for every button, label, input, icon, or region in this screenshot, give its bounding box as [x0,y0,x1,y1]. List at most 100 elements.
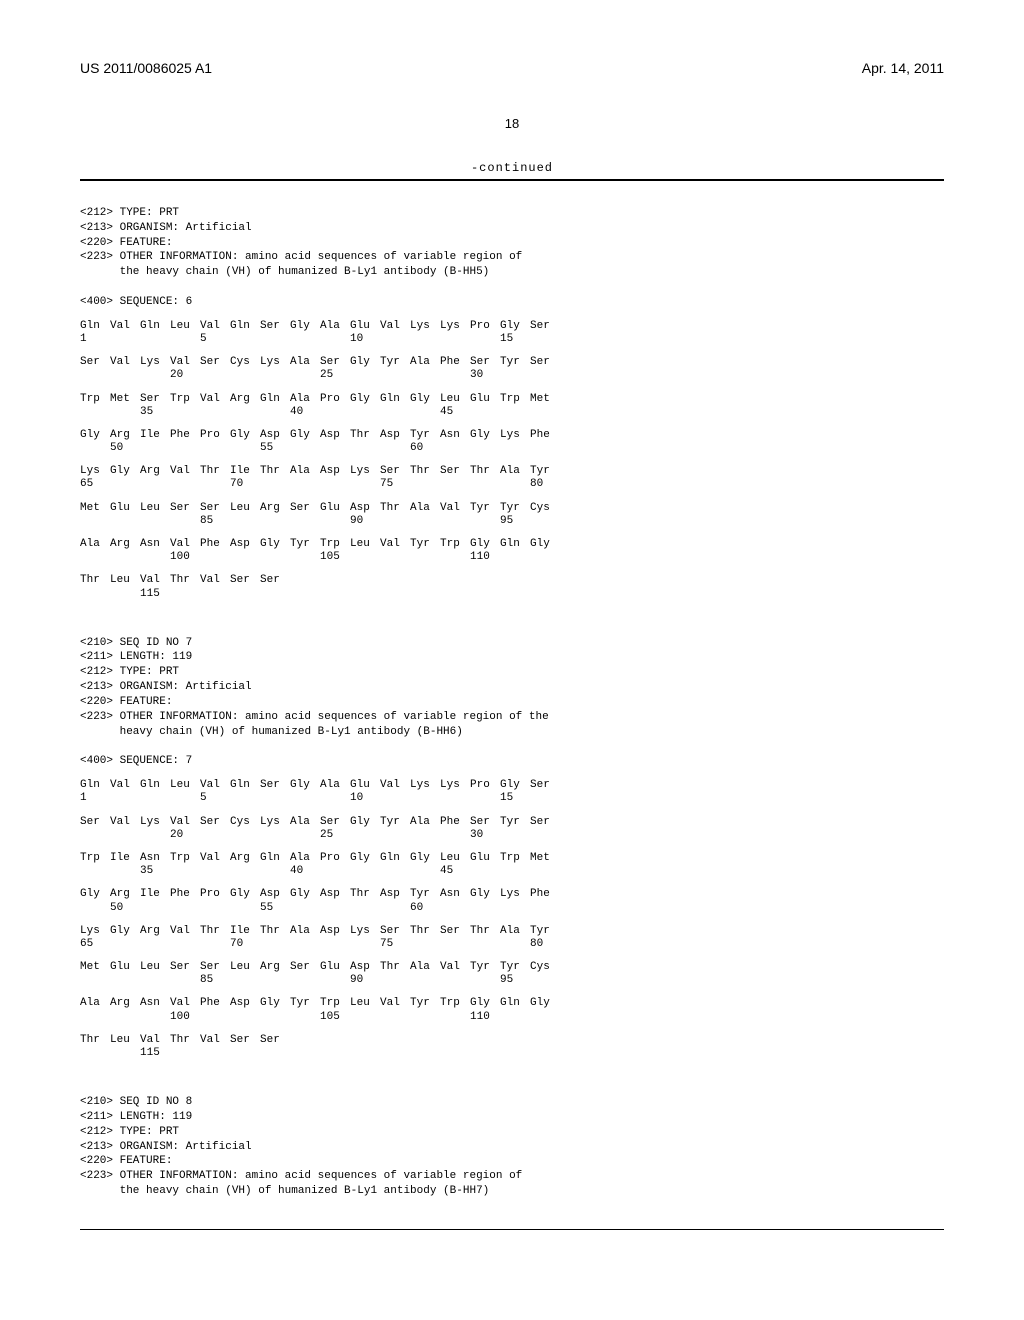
residue: Tyr [530,465,560,478]
residue: Gly [290,429,320,442]
residue: Val [380,538,410,551]
position-number [230,406,260,419]
position-number [110,865,140,878]
residue-row: TrpMetSerTrpValArgGlnAlaProGlyGlnGlyLeuG… [80,393,944,406]
residue: Asp [320,925,350,938]
residue: Arg [140,925,170,938]
residue: Cys [530,961,560,974]
residue: Trp [440,538,470,551]
residue: Gly [110,925,140,938]
position-number [500,406,530,419]
position-number [110,829,140,842]
residue: Lys [440,320,470,333]
position-row: 100105110 [80,551,944,564]
residue: Ser [200,816,230,829]
residue: Ser [200,356,230,369]
position-number [440,902,470,915]
position-number [260,406,290,419]
residue: Thr [410,465,440,478]
position-number [440,792,470,805]
position-row: 859095 [80,974,944,987]
residue: Thr [260,925,290,938]
residue: Gly [470,429,500,442]
sequence-row-group: SerValLysValSerCysLysAlaSerGlyTyrAlaPheS… [80,816,944,842]
position-number [170,406,200,419]
position-number: 85 [200,515,230,528]
position-number [80,588,110,601]
position-number [80,442,110,455]
residue: Glu [110,502,140,515]
sequence-row-group: GlnValGlnLeuValGlnSerGlyAlaGluValLysLysP… [80,320,944,346]
residue: Ser [530,320,560,333]
position-number: 1 [80,333,110,346]
residue: Asp [350,961,380,974]
residue: Met [80,502,110,515]
residue: Tyr [290,997,320,1010]
position-number [320,865,350,878]
residue: Asp [260,429,290,442]
sequence-row-group: GlyArgIlePheProGlyAspGlyAspThrAspTyrAsnG… [80,429,944,455]
position-number [440,1011,470,1024]
position-number [410,551,440,564]
position-number [140,515,170,528]
position-number: 45 [440,406,470,419]
residue: Val [440,961,470,974]
residue: Leu [110,574,140,587]
meta-line: the heavy chain (VH) of humanized B-Ly1 … [80,266,489,278]
position-number [140,938,170,951]
residue: Lys [80,925,110,938]
residue: Val [170,538,200,551]
position-number [320,974,350,987]
residue: Leu [110,1034,140,1047]
position-number [200,478,230,491]
position-number [200,829,230,842]
position-number [410,333,440,346]
residue: Lys [260,816,290,829]
top-rule [80,179,944,181]
position-number [440,551,470,564]
position-number: 75 [380,478,410,491]
position-number [440,515,470,528]
residue: Ala [80,997,110,1010]
position-number [500,1011,530,1024]
residue: Val [110,356,140,369]
residue: Val [110,320,140,333]
residue: Trp [80,393,110,406]
residue: Thr [470,465,500,478]
residue: Tyr [470,502,500,515]
position-number [170,478,200,491]
residue: Tyr [500,816,530,829]
residue-row: GlnValGlnLeuValGlnSerGlyAlaGluValLysLysP… [80,320,944,333]
residue: Pro [320,852,350,865]
position-number [200,369,230,382]
position-number [350,829,380,842]
residue: Tyr [500,356,530,369]
residue: Tyr [410,538,440,551]
residue: Arg [140,465,170,478]
position-number [500,865,530,878]
position-number: 30 [470,369,500,382]
position-number [290,829,320,842]
residue: Thr [380,502,410,515]
residue: Asp [260,888,290,901]
residue: Ala [290,816,320,829]
residue: Trp [320,997,350,1010]
position-number [200,406,230,419]
residue: Gly [500,320,530,333]
position-row: 354045 [80,865,944,878]
residue-row: MetGluLeuSerSerLeuArgSerGluAspThrAlaValT… [80,961,944,974]
residue: Ala [320,779,350,792]
position-number [350,938,380,951]
position-number [110,551,140,564]
residue: Met [530,393,560,406]
residue: Val [110,779,140,792]
residue: Gly [230,888,260,901]
residue: Ser [290,502,320,515]
position-number [290,333,320,346]
residue: Asn [440,429,470,442]
residue: Val [140,574,170,587]
position-number [470,406,500,419]
position-number [320,792,350,805]
residue: Ser [80,356,110,369]
residue: Asp [230,538,260,551]
